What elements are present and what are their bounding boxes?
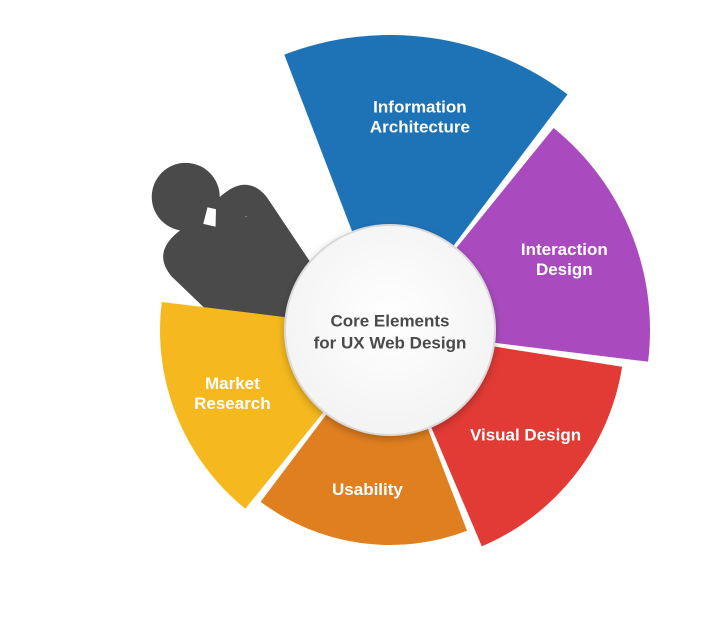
segment-label-visual-design-line1: Visual Design (470, 425, 581, 444)
segment-label-interaction-design-line2: Design (536, 260, 593, 279)
segment-label-information-architecture-line2: Architecture (370, 118, 470, 137)
segment-label-market-research-line1: Market (205, 374, 260, 393)
radial-diagram-svg: Core Elements for UX Web Design Informatio… (0, 0, 725, 631)
segment-label-interaction-design-line1: Interaction (521, 240, 608, 259)
segment-label-usability-line1: Usability (332, 480, 403, 499)
segment-label-information-architecture-line1: Information (373, 98, 467, 117)
center-title: Core Elements (330, 311, 449, 330)
diagram-stage: Core Elements for UX Web Design Informatio… (0, 0, 725, 631)
center-subtitle: for UX Web Design (314, 333, 467, 352)
segment-label-market-research-line2: Research (194, 394, 271, 413)
